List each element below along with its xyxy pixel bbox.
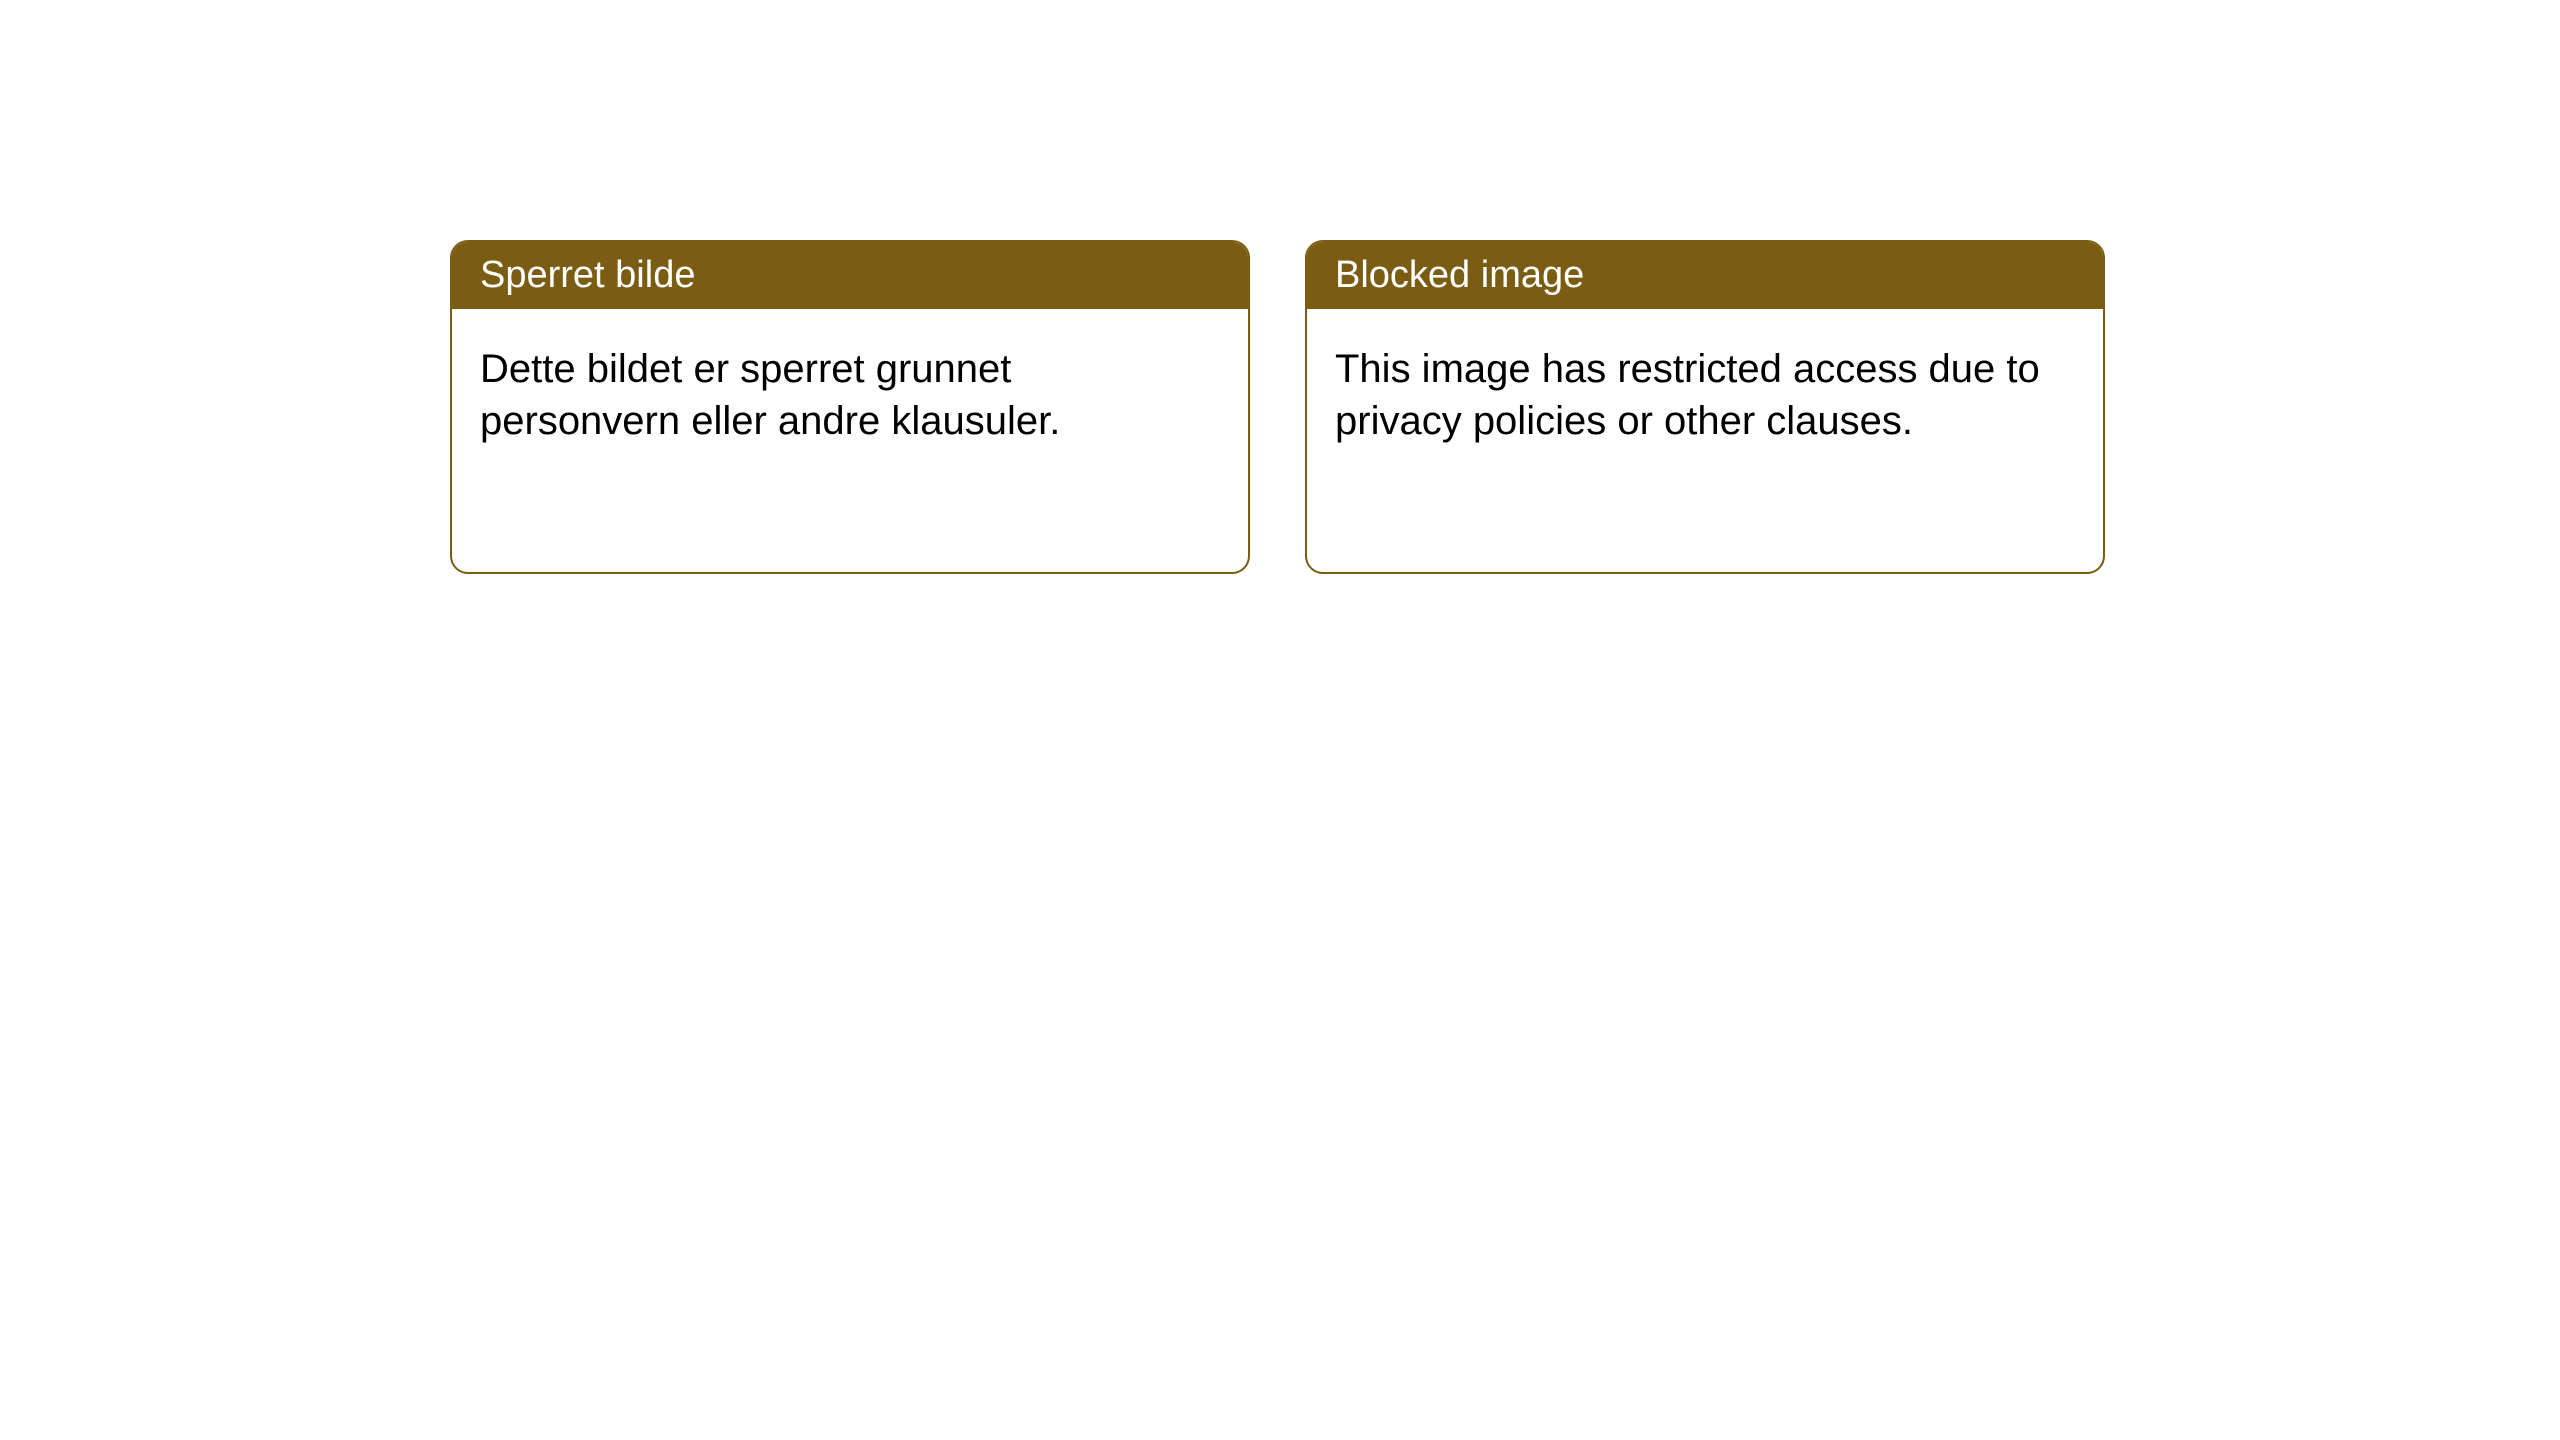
notices-container: Sperret bilde Dette bildet er sperret gr… — [0, 0, 2560, 574]
notice-body-en: This image has restricted access due to … — [1307, 309, 2103, 481]
notice-header-no: Sperret bilde — [452, 242, 1248, 309]
notice-card-no: Sperret bilde Dette bildet er sperret gr… — [450, 240, 1250, 574]
notice-header-en: Blocked image — [1307, 242, 2103, 309]
notice-title-no: Sperret bilde — [480, 254, 695, 296]
notice-title-en: Blocked image — [1335, 254, 1584, 296]
notice-card-en: Blocked image This image has restricted … — [1305, 240, 2105, 574]
notice-body-no: Dette bildet er sperret grunnet personve… — [452, 309, 1248, 481]
notice-text-en: This image has restricted access due to … — [1335, 347, 2040, 443]
notice-text-no: Dette bildet er sperret grunnet personve… — [480, 347, 1060, 443]
